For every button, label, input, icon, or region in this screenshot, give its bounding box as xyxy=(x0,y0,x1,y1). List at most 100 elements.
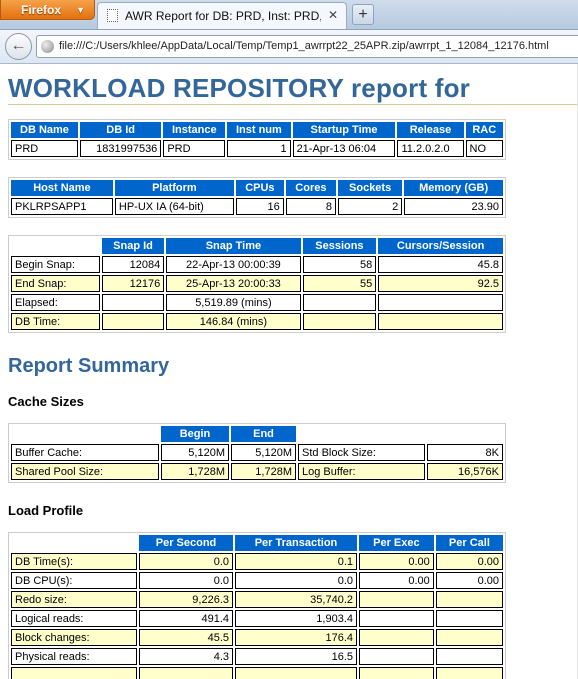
column-header: Startup Time xyxy=(292,122,396,138)
table-cell: 16.5 xyxy=(235,648,357,665)
column-header: Instance xyxy=(163,122,226,138)
table-cell: 4.3 xyxy=(139,648,233,665)
table-cell xyxy=(235,667,357,679)
row-label: Physical reads: xyxy=(11,648,137,665)
table-cell: 0.0 xyxy=(235,572,357,589)
snapshot-table: Snap Id Snap Time Sessions Cursors/Sessi… xyxy=(8,235,506,333)
back-button[interactable]: ← xyxy=(5,33,32,60)
table-cell: 12084 xyxy=(101,256,165,273)
table-header-row: DB Name DB Id Instance Inst num Startup … xyxy=(11,122,503,138)
table-cell: 0.00 xyxy=(359,553,434,570)
column-header: Per Transaction xyxy=(235,535,357,551)
row-label: Begin Snap: xyxy=(11,256,100,273)
column-header xyxy=(11,238,100,254)
table-cell: NO xyxy=(465,140,503,157)
column-header: Snap Id xyxy=(101,238,165,254)
table-row: Begin Snap: 12084 22-Apr-13 00:00:39 58 … xyxy=(11,256,503,273)
column-header: Sessions xyxy=(302,238,377,254)
table-cell: 8K xyxy=(427,444,503,461)
table-cell: 0.0 xyxy=(139,572,233,589)
table-cell xyxy=(435,629,503,646)
table-cell: 16 xyxy=(235,198,284,215)
table-cell: PKLRPSAPP1 xyxy=(11,198,113,215)
chevron-down-icon: ▼ xyxy=(76,5,85,15)
host-info-table: Host Name Platform CPUs Cores Sockets Me… xyxy=(8,177,506,218)
table-cell: 35,740.2 xyxy=(235,591,357,608)
table-header-row: Per Second Per Transaction Per Exec Per … xyxy=(11,535,503,551)
table-cell: 22-Apr-13 00:00:39 xyxy=(166,256,301,273)
table-cell: 16,576K xyxy=(427,463,503,480)
cache-sizes-heading: Cache Sizes xyxy=(8,394,84,409)
page-icon xyxy=(107,9,118,22)
table-cell xyxy=(101,294,165,311)
report-summary-heading: Report Summary xyxy=(8,355,170,377)
table-cell: 55 xyxy=(302,275,377,292)
table-cell: 12176 xyxy=(101,275,165,292)
table-row: PKLRPSAPP1 HP-UX IA (64-bit) 16 8 2 23.9… xyxy=(11,198,503,215)
address-bar[interactable]: file:///C:/Users/khlee/AppData/Local/Tem… xyxy=(36,35,578,58)
table-cell xyxy=(359,629,434,646)
column-header: Per Second xyxy=(139,535,233,551)
load-profile-table: Per Second Per Transaction Per Exec Per … xyxy=(8,532,506,679)
row-label: Logical reads: xyxy=(11,610,137,627)
row-label: DB Time(s): xyxy=(11,553,137,570)
table-cell: 1,728M xyxy=(231,463,296,480)
table-cell: 0.0 xyxy=(139,553,233,570)
table-row xyxy=(11,667,503,679)
table-cell: 5,519.89 (mins) xyxy=(166,294,301,311)
column-header: DB Id xyxy=(79,122,162,138)
row-label: Block changes: xyxy=(11,629,137,646)
table-cell xyxy=(302,313,377,330)
db-info-table: DB Name DB Id Instance Inst num Startup … xyxy=(8,119,506,160)
report-title: WORKLOAD REPOSITORY report for xyxy=(8,73,470,103)
table-cell xyxy=(359,667,434,679)
row-label: Log Buffer: xyxy=(298,463,426,480)
table-cell xyxy=(435,667,503,679)
table-cell: 5,120M xyxy=(231,444,296,461)
table-cell: 146.84 (mins) xyxy=(166,313,301,330)
column-header: Platform xyxy=(114,180,234,196)
table-cell: 491.4 xyxy=(139,610,233,627)
table-cell: PRD xyxy=(163,140,226,157)
report-page: WORKLOAD REPOSITORY report for DB Name D… xyxy=(0,64,578,679)
table-cell: 45.5 xyxy=(139,629,233,646)
column-header: Inst num xyxy=(227,122,291,138)
table-row: Redo size: 9,226.3 35,740.2 xyxy=(11,591,503,608)
column-header: Cores xyxy=(285,180,336,196)
table-row: DB CPU(s): 0.0 0.0 0.00 0.00 xyxy=(11,572,503,589)
row-label: Std Block Size: xyxy=(298,444,426,461)
row-label: DB CPU(s): xyxy=(11,572,137,589)
row-label: Shared Pool Size: xyxy=(11,463,159,480)
column-header: Per Call xyxy=(435,535,503,551)
table-row: Block changes: 45.5 176.4 xyxy=(11,629,503,646)
title-divider xyxy=(8,104,578,105)
table-cell xyxy=(302,294,377,311)
column-header xyxy=(298,426,426,442)
column-header: RAC xyxy=(465,122,503,138)
table-cell: 8 xyxy=(285,198,336,215)
table-header-row: Snap Id Snap Time Sessions Cursors/Sessi… xyxy=(11,238,503,254)
table-cell xyxy=(359,591,434,608)
column-header: Memory (GB) xyxy=(404,180,503,196)
globe-icon xyxy=(41,40,54,53)
table-cell: 1,903.4 xyxy=(235,610,357,627)
table-row: PRD 1831997536 PRD 1 21-Apr-13 06:04 11.… xyxy=(11,140,503,157)
tab-awr-report[interactable]: AWR Report for DB: PRD, Inst: PRD, Snap.… xyxy=(97,2,347,29)
table-cell: 1831997536 xyxy=(79,140,162,157)
column-header: Begin xyxy=(161,426,229,442)
close-tab-icon[interactable]: ✕ xyxy=(327,8,339,22)
row-label xyxy=(11,667,137,679)
column-header xyxy=(11,426,159,442)
back-arrow-icon: ← xyxy=(10,37,27,54)
table-cell: PRD xyxy=(11,140,78,157)
cache-sizes-table: Begin End Buffer Cache: 5,120M 5,120M St… xyxy=(8,423,506,483)
table-header-row: Host Name Platform CPUs Cores Sockets Me… xyxy=(11,180,503,196)
firefox-menu-button[interactable]: Firefox ▼ xyxy=(0,0,95,20)
new-tab-button[interactable]: + xyxy=(352,4,374,25)
table-row: End Snap: 12176 25-Apr-13 20:00:33 55 92… xyxy=(11,275,503,292)
column-header: Sockets xyxy=(337,180,403,196)
url-text: file:///C:/Users/khlee/AppData/Local/Tem… xyxy=(59,40,549,52)
column-header: Host Name xyxy=(11,180,113,196)
table-cell: 21-Apr-13 06:04 xyxy=(292,140,396,157)
table-cell: 5,120M xyxy=(161,444,229,461)
